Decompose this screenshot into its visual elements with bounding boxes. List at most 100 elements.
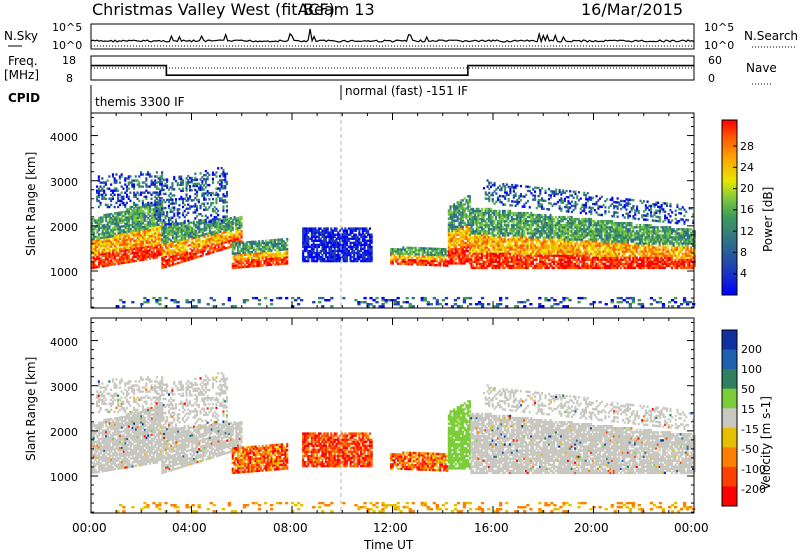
power-cell — [449, 215, 452, 218]
power-cell — [164, 231, 167, 234]
power-cell — [191, 233, 194, 236]
power-cell — [187, 238, 190, 241]
power-cell — [510, 256, 513, 259]
power-cell — [122, 253, 125, 256]
power-cell — [138, 242, 141, 246]
power-cell — [178, 247, 181, 250]
power-cell — [143, 250, 146, 253]
power-cell — [149, 214, 152, 218]
power-cell — [108, 253, 111, 257]
power-cell — [171, 253, 174, 256]
power-cell — [200, 230, 203, 233]
power-cell — [193, 232, 196, 235]
power-cell — [201, 235, 204, 239]
power-cell — [495, 234, 498, 237]
power-cell — [238, 234, 241, 238]
power-cell — [219, 238, 222, 241]
power-cell — [222, 235, 225, 238]
power-cell — [135, 229, 138, 232]
power-cell — [124, 232, 127, 236]
power-cell — [570, 254, 573, 257]
power-cell — [208, 173, 211, 177]
power-cell — [451, 215, 454, 218]
power-cell — [458, 217, 461, 220]
power-cell — [131, 237, 134, 241]
power-cell — [201, 219, 204, 223]
power-cell — [143, 213, 146, 216]
power-cell — [206, 175, 209, 179]
power-cell — [136, 243, 139, 246]
power-cell — [163, 241, 166, 245]
nsky-strip: N.Sky 10^5 10^0 10^5 10^0 N.Search — [4, 21, 798, 52]
power-cell — [112, 230, 115, 234]
power-cell — [150, 228, 153, 232]
power-cell — [554, 215, 557, 219]
power-cell — [206, 208, 209, 211]
power-cell — [142, 252, 145, 255]
power-cell — [135, 212, 138, 216]
nsky-tick-low: 10^0 — [52, 39, 82, 52]
power-cell — [528, 248, 531, 251]
power-cell — [217, 227, 220, 230]
power-cell — [182, 225, 185, 228]
power-cell — [120, 259, 123, 263]
power-cell — [196, 237, 199, 240]
power-cell — [489, 232, 492, 235]
power-cell — [175, 244, 178, 247]
power-cell — [119, 217, 122, 220]
power-cell — [199, 204, 202, 208]
power-cell — [363, 235, 366, 238]
power-cell — [225, 205, 228, 208]
power-cell — [127, 222, 130, 225]
power-cell — [152, 240, 155, 243]
power-cell — [354, 229, 357, 232]
power-cell — [101, 220, 104, 223]
power-cell — [131, 219, 134, 222]
power-cell — [126, 261, 129, 264]
power-cell — [502, 258, 505, 261]
power-cell — [113, 177, 116, 180]
power-cell — [171, 255, 174, 258]
power-cell — [124, 226, 127, 230]
power-cell — [397, 250, 400, 253]
power-cell — [154, 246, 157, 249]
power-cell — [196, 249, 199, 253]
power-cell — [153, 207, 156, 210]
power-cell — [409, 246, 412, 250]
power-cell — [467, 250, 470, 253]
power-cell — [173, 254, 176, 258]
power-cell — [186, 253, 189, 256]
power-cell — [491, 232, 494, 235]
power-cell — [220, 179, 223, 182]
power-cell — [131, 209, 134, 212]
power-cell — [147, 251, 150, 254]
power-cell — [461, 215, 464, 218]
power-cell — [268, 239, 271, 242]
power-cell — [162, 184, 165, 188]
power-cell — [512, 211, 515, 215]
power-cell — [106, 215, 109, 218]
power-cell — [215, 239, 218, 243]
power-cell — [122, 229, 125, 232]
power-cell — [328, 245, 331, 249]
power-cell — [178, 257, 181, 260]
power-cell — [533, 213, 536, 217]
power-cell — [136, 224, 139, 228]
power-cell — [184, 235, 187, 238]
power-cell — [521, 211, 524, 215]
power-cell — [449, 209, 452, 212]
power-cell — [393, 254, 396, 257]
power-cell — [316, 249, 319, 253]
power-cell — [210, 237, 213, 240]
power-cell — [147, 211, 150, 214]
power-cell — [199, 186, 202, 189]
power-cell — [119, 250, 122, 253]
power-cell — [166, 236, 169, 239]
power-cell — [215, 235, 218, 238]
power-cell — [280, 254, 283, 257]
power-cell — [461, 254, 464, 257]
power-cell — [533, 264, 536, 268]
power-cell — [113, 212, 116, 215]
power-cell — [147, 253, 150, 256]
power-cell — [221, 234, 224, 237]
